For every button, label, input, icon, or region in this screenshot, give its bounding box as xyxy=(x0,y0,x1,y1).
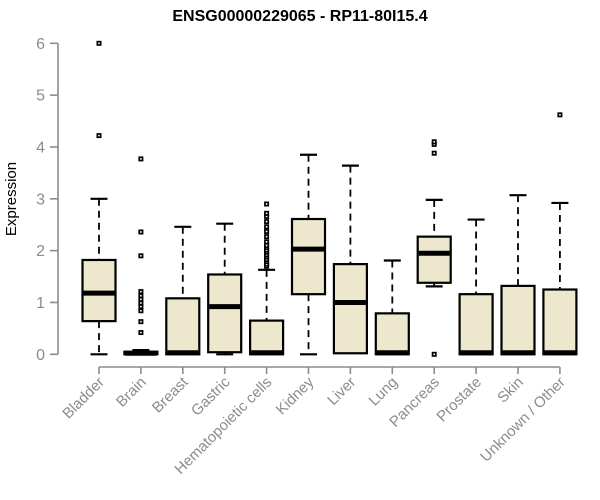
box-gastric xyxy=(207,273,243,354)
outlier-point-center-hematopoietic-cells xyxy=(265,241,268,243)
outlier-point-center-hematopoietic-cells xyxy=(265,263,268,265)
y-tick-label: 6 xyxy=(36,36,45,53)
outlier-point-center-brain xyxy=(140,298,142,301)
outlier-point-center-hematopoietic-cells xyxy=(265,253,268,256)
outlier-point-center-hematopoietic-cells xyxy=(265,249,268,251)
y-tick-label: 4 xyxy=(36,139,45,156)
outlier-point-center-bladder xyxy=(98,42,100,45)
y-tick-label: 5 xyxy=(36,88,45,105)
box-unknown-other xyxy=(542,288,578,356)
outlier-point-center-hematopoietic-cells xyxy=(265,258,268,261)
outlier-point-center-hematopoietic-cells xyxy=(265,215,268,218)
outlier-point-center-hematopoietic-cells xyxy=(265,220,268,223)
outlier-point-center-brain xyxy=(140,290,142,293)
outlier-point-center-brain xyxy=(140,231,142,233)
box-bladder xyxy=(81,258,117,323)
outlier-point-center-pancreas xyxy=(433,152,435,154)
chart-title: ENSG00000229065 - RP11-80I15.4 xyxy=(172,8,427,25)
box-pancreas xyxy=(416,235,452,284)
outlier-point-center-bladder xyxy=(98,134,100,137)
outlier-point-center-hematopoietic-cells xyxy=(265,225,268,228)
y-tick-label: 2 xyxy=(36,243,45,260)
outlier-point-center-brain xyxy=(140,305,142,308)
box-lung xyxy=(374,312,410,356)
outlier-point-center-hematopoietic-cells xyxy=(265,212,268,215)
box-kidney xyxy=(290,217,327,296)
box-skin xyxy=(500,284,536,356)
outlier-point-center-brain xyxy=(140,255,142,257)
y-axis-title: Expression xyxy=(3,162,20,236)
outlier-point-center-brain xyxy=(140,158,142,160)
outlier-point-center-pancreas xyxy=(433,353,435,356)
outlier-point-center-brain xyxy=(140,320,142,323)
outlier-point-center-brain xyxy=(140,294,142,297)
outlier-point-center-pancreas xyxy=(433,140,435,143)
y-tick-label: 1 xyxy=(36,295,45,312)
outlier-point-center-brain xyxy=(140,309,142,312)
outlier-point-center-hematopoietic-cells xyxy=(265,203,268,205)
outlier-point-center-brain xyxy=(140,331,142,334)
outlier-point-center-pancreas xyxy=(433,143,435,146)
box-breast xyxy=(165,297,201,356)
y-tick-label: 0 xyxy=(36,347,45,364)
box-prostate xyxy=(458,293,494,356)
outlier-point-center-unknown-other xyxy=(559,114,561,116)
outlier-point-center-hematopoietic-cells xyxy=(265,230,268,233)
box-liver xyxy=(332,263,368,355)
outlier-point-center-hematopoietic-cells xyxy=(265,244,268,247)
outlier-point-center-hematopoietic-cells xyxy=(265,235,268,238)
box-hematopoietic-cells xyxy=(249,319,285,356)
y-tick-label: 3 xyxy=(36,191,45,208)
outlier-point-center-brain xyxy=(140,302,142,304)
